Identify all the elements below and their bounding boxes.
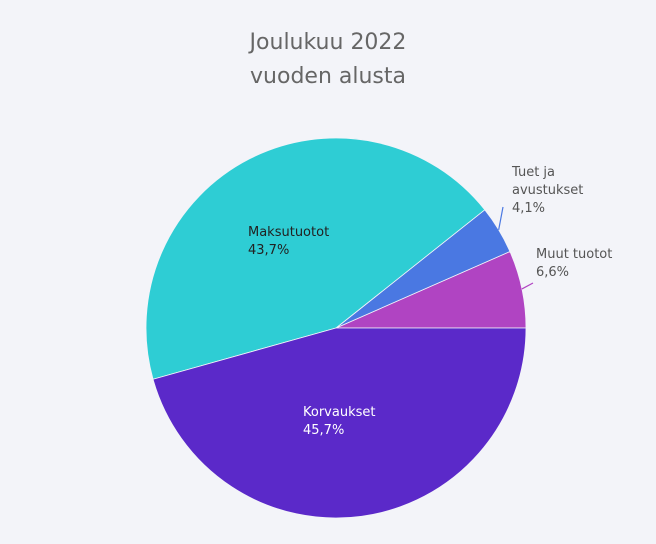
- category-label: Muut tuotot: [536, 247, 613, 262]
- value-label: 43,7%: [248, 243, 290, 258]
- slice-label: Tuet ja avustukset 4,1%: [512, 164, 592, 218]
- pie-slice: [152, 327, 527, 519]
- chart-title: Joulukuu 2022 vuoden alusta: [0, 26, 656, 94]
- value-label: 4,1%: [512, 201, 546, 216]
- pie-slice: [145, 137, 486, 380]
- leader-line: [498, 206, 504, 230]
- slice-label: Korvaukset 45,7%: [303, 404, 413, 440]
- title-line: vuoden alusta: [250, 64, 406, 89]
- category-label: Korvaukset: [303, 405, 376, 420]
- category-label: Maksutuotot: [248, 225, 330, 240]
- slice-label: Maksutuotot 43,7%: [248, 224, 358, 260]
- slice-label: Muut tuotot 6,6%: [536, 246, 636, 282]
- value-label: 45,7%: [303, 423, 345, 438]
- leader-line: [521, 282, 534, 290]
- category-label: Tuet ja avustukset: [512, 165, 584, 198]
- title-line: Joulukuu 2022: [249, 30, 407, 55]
- value-label: 6,6%: [536, 265, 570, 280]
